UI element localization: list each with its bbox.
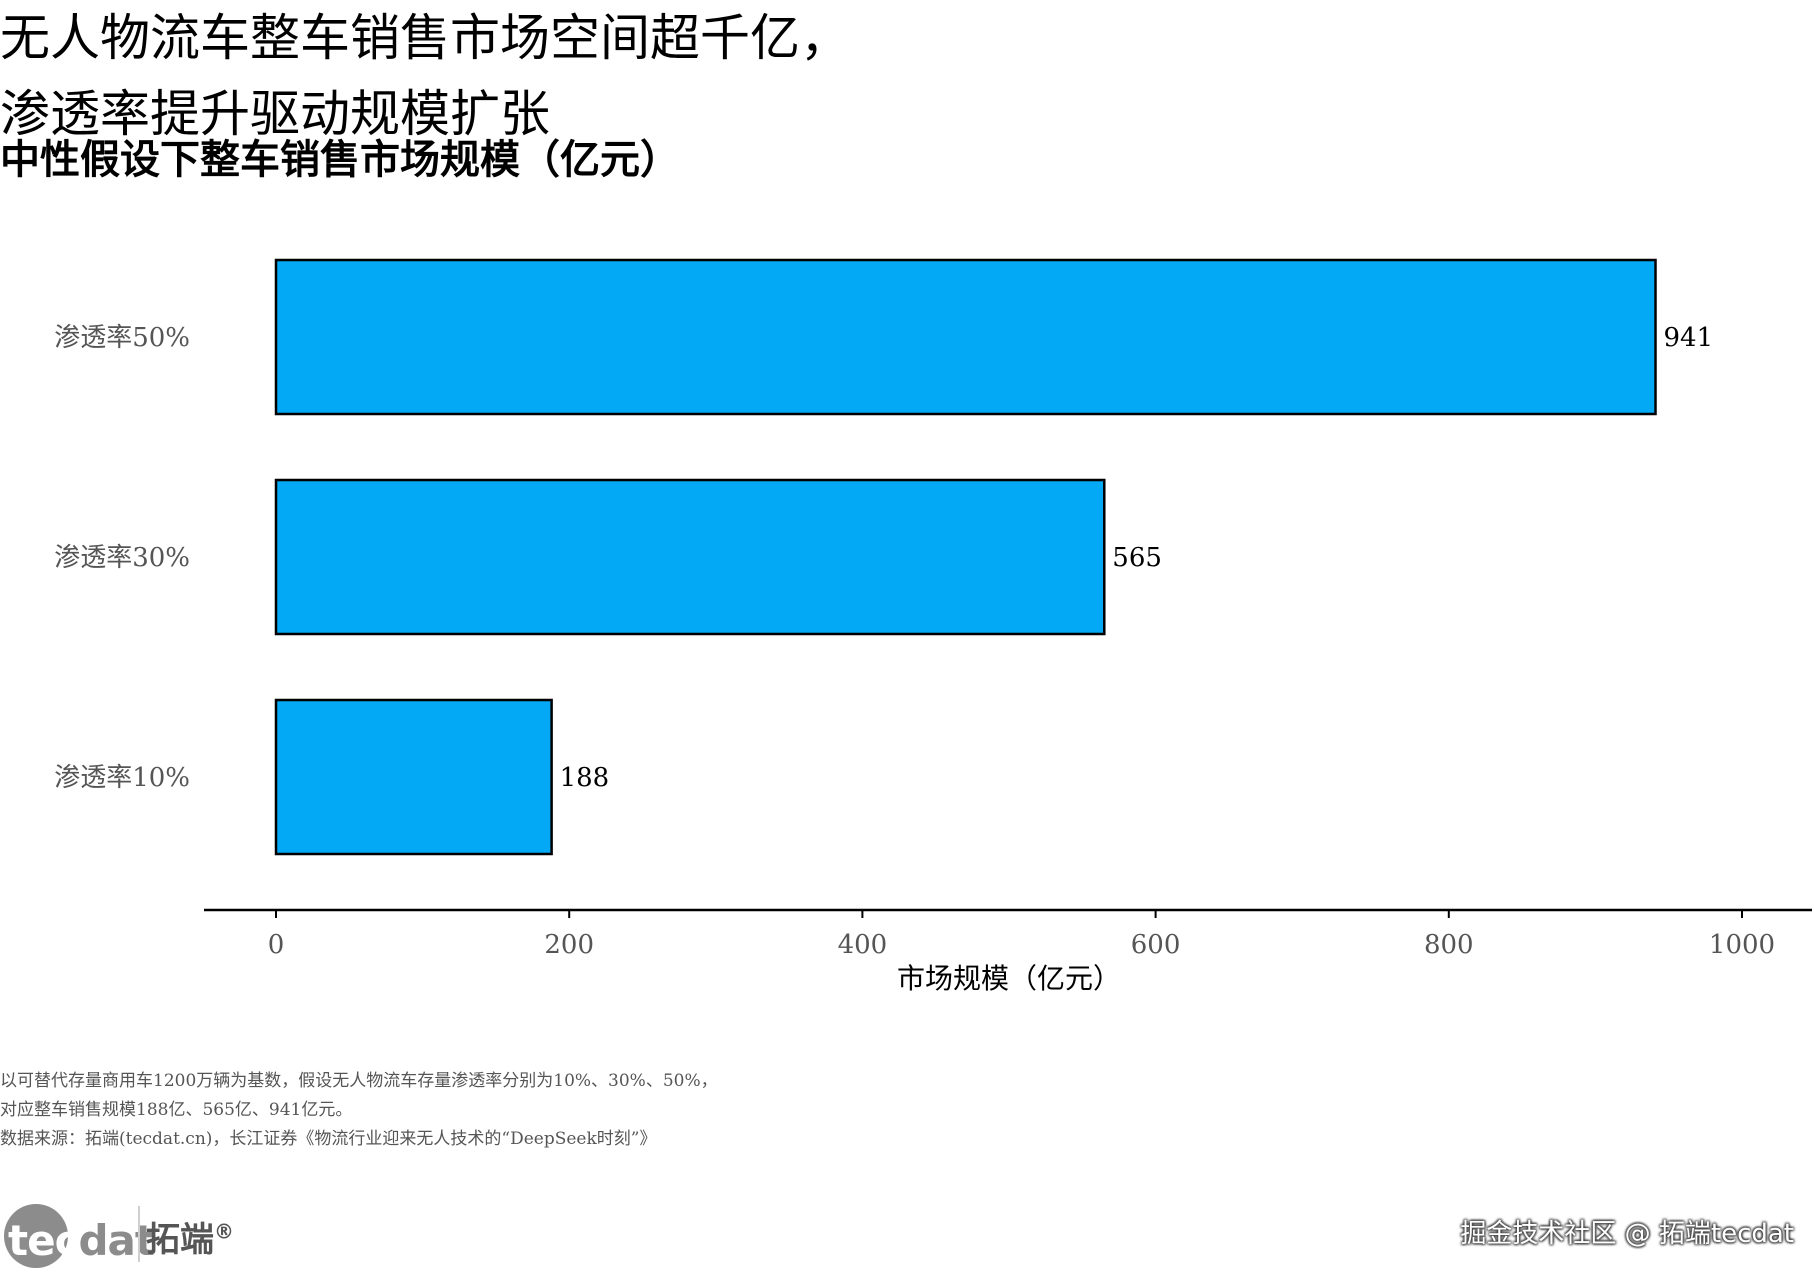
notes: 以可替代存量商用车1200万辆为基数，假设无人物流车存量渗透率分别为10%、30… (0, 1067, 718, 1154)
watermark: 掘金技术社区 @ 拓端tecdat (1460, 1219, 1794, 1249)
x-tick-label: 0 (268, 930, 285, 960)
x-tick-label: 400 (838, 930, 888, 960)
x-tick-label: 1000 (1709, 930, 1775, 960)
data-label: 565 (1112, 543, 1162, 573)
chart-title-line-1: 无人物流车整车销售市场空间超千亿， (0, 9, 850, 67)
logo-circle-icon (4, 1204, 68, 1268)
x-axis-label: 市场规模（亿元） (897, 962, 1121, 995)
y-tick-label: 渗透率30% (54, 543, 190, 573)
logo-chinese: 拓端® (146, 1212, 234, 1261)
logo-divider (138, 1206, 140, 1262)
y-tick-label: 渗透率50% (54, 323, 190, 353)
y-tick-label: 渗透率10% (54, 763, 190, 793)
data-label: 188 (560, 763, 610, 793)
chart-title: 无人物流车整车销售市场空间超千亿， 渗透率提升驱动规模扩张 (0, 0, 850, 152)
chart-subtitle: 中性假设下整车销售市场规模（亿元） (0, 136, 680, 183)
tecdat-logo (4, 1196, 68, 1276)
bar (274, 698, 553, 856)
chart-title-line-2: 渗透率提升驱动规模扩张 (0, 85, 550, 143)
bar (274, 258, 1657, 416)
note-line-1: 以可替代存量商用车1200万辆为基数，假设无人物流车存量渗透率分别为10%、30… (0, 1071, 718, 1091)
logo-chinese-text: 拓端 (146, 1220, 214, 1260)
bar (274, 478, 1106, 636)
x-tick-label: 200 (544, 930, 594, 960)
x-tick-label: 800 (1424, 930, 1474, 960)
registered-mark: ® (214, 1219, 234, 1244)
source-line: 数据来源：拓端(tecdat.cn)，长江证券《物流行业迎来无人技术的“Deep… (0, 1129, 657, 1149)
x-tick-label: 600 (1131, 930, 1181, 960)
data-label: 941 (1664, 323, 1714, 353)
logo-wordmark-a: tec (8, 1216, 79, 1265)
bar-chart: 941 渗透率50% 565 渗透率30% 188 渗透率10% 0 200 400 600 800… (54, 258, 1812, 995)
logo-wordmark: tecdat (8, 1216, 155, 1265)
note-line-2: 对应整车销售规模188亿、565亿、941亿元。 (0, 1100, 353, 1120)
logo-wordmark-b: dat (78, 1216, 154, 1265)
